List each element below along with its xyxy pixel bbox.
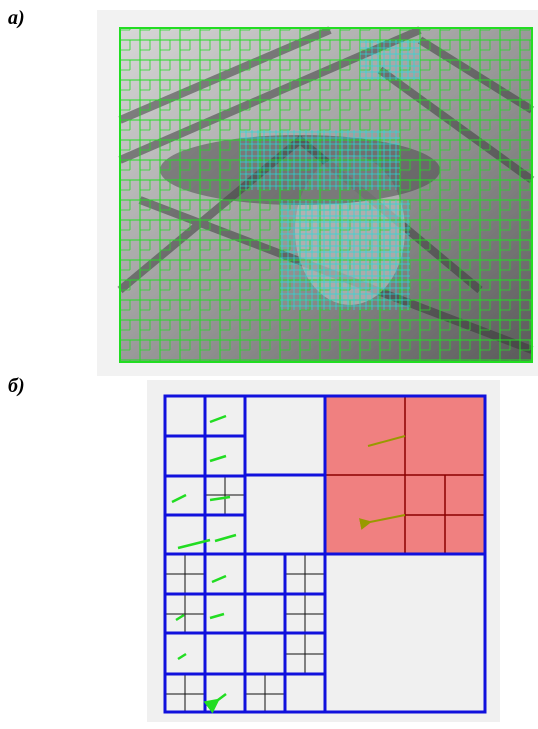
figure: а) б): [0, 0, 538, 724]
panel-label: б): [8, 375, 25, 397]
panel-label: а): [8, 7, 25, 29]
block-diagram: [147, 380, 500, 722]
photo-panel: [97, 10, 538, 376]
